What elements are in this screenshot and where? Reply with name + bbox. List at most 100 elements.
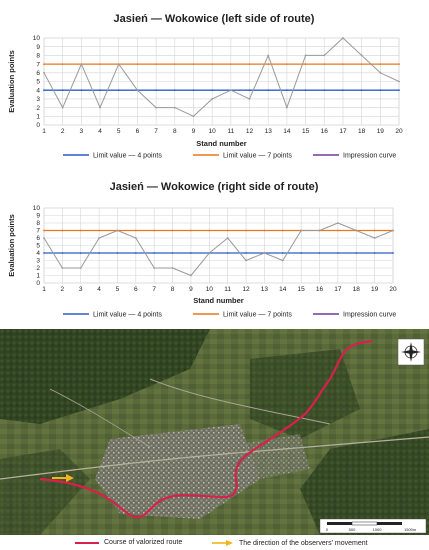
y-tick-label: 3 (36, 96, 40, 103)
y-tick-label: 10 (33, 205, 41, 212)
y-tick-label: 10 (33, 35, 41, 42)
data-point (134, 229, 137, 232)
data-point (99, 89, 101, 92)
scale-bar: 0 500 1000 1500m (319, 518, 427, 534)
x-tick-label: 16 (321, 128, 329, 135)
scale-label-1000: 1000 (373, 527, 383, 532)
data-point (263, 229, 266, 232)
x-tick-label: 5 (117, 128, 121, 135)
data-point (373, 229, 376, 232)
data-point (355, 229, 358, 232)
data-point (267, 63, 270, 65)
y-tick-label: 5 (36, 243, 40, 250)
map-legend-route: Course of valorized route (75, 539, 182, 546)
data-point (245, 252, 247, 254)
chart-right-svg: Jasień — Wokowice (right side of route) E… (7, 181, 397, 319)
chart-title: Jasień — Wokowice (right side of route) (110, 181, 319, 193)
data-point (398, 63, 400, 65)
x-tick-label: 10 (206, 286, 214, 293)
data-point (248, 63, 251, 65)
data-point (342, 89, 344, 92)
data-point (285, 89, 288, 92)
x-tick-label: 12 (246, 128, 254, 135)
data-point (171, 252, 174, 254)
data-point (355, 252, 358, 254)
data-point (318, 229, 321, 232)
x-tick-label: 7 (152, 286, 156, 293)
y-tick-label: 0 (36, 122, 40, 129)
x-axis-title: Stand number (196, 139, 247, 148)
data-point (323, 54, 326, 57)
data-point (190, 252, 192, 254)
x-tick-label: 19 (371, 286, 379, 293)
y-tick-label: 3 (36, 258, 40, 265)
data-point (61, 63, 64, 65)
data-point (360, 54, 363, 57)
x-tick-label: 17 (339, 128, 347, 135)
x-tick-label: 9 (189, 286, 193, 293)
data-point (208, 252, 211, 254)
legend-label-1: Limit value — 4 points (93, 153, 162, 160)
data-point (153, 229, 156, 232)
chart-right-side: Jasień — Wokowice (right side of route) E… (0, 165, 429, 329)
data-point (211, 89, 214, 92)
data-point (173, 63, 176, 65)
data-point (190, 274, 192, 277)
data-point (192, 89, 195, 92)
data-point (43, 63, 45, 65)
data-point (323, 89, 326, 92)
data-point (79, 229, 82, 232)
data-point (248, 98, 251, 100)
x-tick-label: 1 (42, 286, 46, 293)
data-point (263, 252, 266, 254)
data-point (336, 222, 339, 224)
chart-left-svg: Jasień — Wokowice (left side of route) Ev… (7, 13, 403, 160)
y-axis-title: Evaluation points (7, 214, 16, 277)
data-point (285, 106, 288, 109)
y-tick-label: 2 (36, 265, 40, 272)
data-point (373, 252, 376, 254)
data-point (134, 237, 137, 239)
town-area-east (240, 434, 310, 479)
data-point (173, 106, 176, 109)
data-point (336, 252, 339, 254)
forest-area-north (0, 329, 210, 424)
map-legend-direction: The direction of the observers' movement (212, 539, 368, 547)
data-point (173, 89, 176, 92)
data-point (43, 252, 45, 254)
y-tick-label: 4 (36, 250, 40, 257)
y-tick-label: 1 (36, 273, 40, 280)
route-line-swatch (75, 541, 99, 544)
x-tick-label: 13 (261, 286, 269, 293)
legend-label-3: Impression curve (343, 312, 396, 319)
data-point (116, 252, 119, 254)
forest-area-southeast (300, 429, 429, 535)
valorized-route (39, 339, 373, 519)
data-point (117, 89, 120, 92)
data-point (285, 63, 288, 65)
y-tick-label: 7 (36, 228, 40, 235)
data-point (79, 252, 82, 254)
x-tick-label: 8 (171, 286, 175, 293)
y-tick-label: 5 (36, 79, 40, 86)
x-tick-label: 18 (353, 286, 361, 293)
data-point (226, 229, 229, 232)
data-point (43, 89, 45, 92)
town-area (95, 424, 260, 519)
data-point (79, 267, 82, 269)
data-point (392, 229, 394, 232)
data-point (360, 89, 363, 92)
data-point (80, 63, 83, 65)
data-point (398, 80, 400, 83)
data-point (336, 229, 339, 232)
x-tick-label: 14 (279, 286, 287, 293)
x-tick-label: 20 (389, 286, 397, 293)
data-point (360, 63, 363, 65)
x-tick-label: 5 (116, 286, 120, 293)
data-point (117, 63, 120, 65)
legend-label-2: Limit value — 7 points (223, 312, 292, 319)
series-line-3 (43, 37, 400, 117)
x-tick-label: 3 (80, 128, 84, 135)
x-tick-label: 4 (97, 286, 101, 293)
chart-title: Jasień — Wokowice (left side of route) (114, 13, 315, 25)
